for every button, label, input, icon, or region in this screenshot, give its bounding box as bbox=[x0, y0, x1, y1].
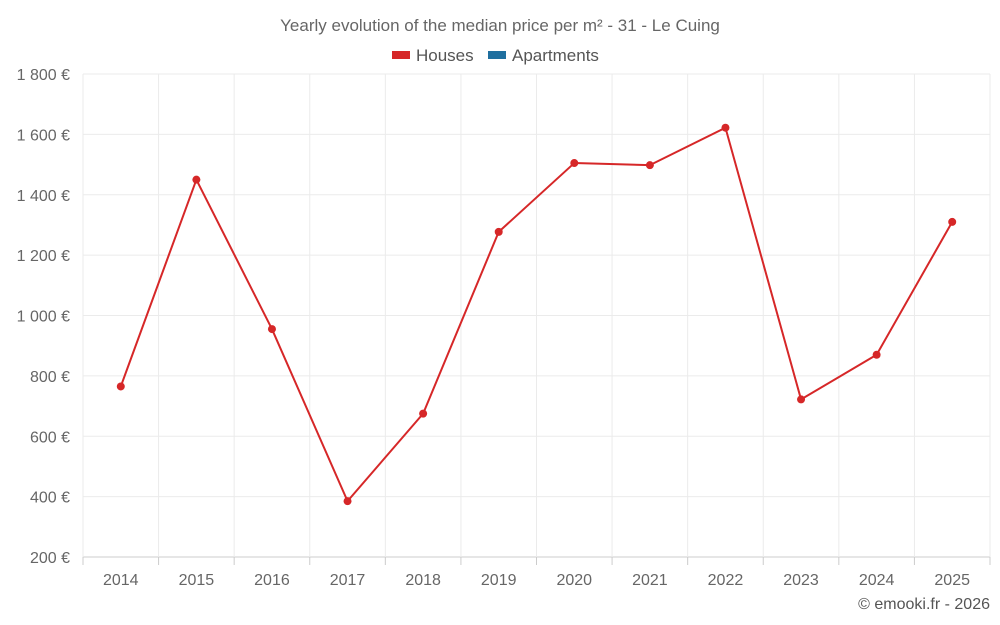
x-tick-label: 2021 bbox=[632, 572, 668, 589]
legend: Houses Apartments bbox=[392, 46, 599, 65]
x-tick-label: 2024 bbox=[859, 572, 895, 589]
x-tick-label: 2015 bbox=[179, 572, 215, 589]
x-tick-label: 2022 bbox=[708, 572, 744, 589]
data-point-houses[interactable] bbox=[948, 217, 957, 226]
data-point-houses[interactable] bbox=[872, 350, 881, 359]
credit-text: © emooki.fr - 2026 bbox=[858, 596, 990, 613]
y-tick-label: 1 400 € bbox=[17, 188, 70, 205]
chart-title: Yearly evolution of the median price per… bbox=[280, 16, 720, 35]
legend-item-houses[interactable]: Houses bbox=[392, 46, 474, 65]
x-tick-label: 2020 bbox=[556, 572, 592, 589]
data-point-houses[interactable] bbox=[192, 175, 201, 184]
y-tick-label: 1 800 € bbox=[17, 67, 70, 84]
x-tick-label: 2023 bbox=[783, 572, 819, 589]
y-tick-label: 1 200 € bbox=[17, 248, 70, 265]
x-tick-label: 2025 bbox=[934, 572, 970, 589]
legend-swatch-apartments bbox=[488, 51, 506, 59]
x-tick-label: 2018 bbox=[405, 572, 441, 589]
series-houses bbox=[116, 123, 957, 506]
data-point-houses[interactable] bbox=[721, 123, 730, 132]
x-axis: 2014 2015 2016 2017 2018 2019 2020 2021 2022 2023… bbox=[82, 557, 991, 589]
legend-swatch-houses bbox=[392, 51, 410, 59]
data-point-houses[interactable] bbox=[267, 325, 276, 334]
y-tick-label: 600 € bbox=[30, 429, 70, 446]
legend-item-apartments[interactable]: Apartments bbox=[488, 46, 599, 65]
y-tick-label: 400 € bbox=[30, 490, 70, 507]
x-tick-label: 2017 bbox=[330, 572, 366, 589]
legend-label-apartments: Apartments bbox=[512, 46, 599, 65]
data-point-houses[interactable] bbox=[419, 409, 428, 418]
y-tick-label: 1 000 € bbox=[17, 309, 70, 326]
x-tick-label: 2019 bbox=[481, 572, 517, 589]
data-point-houses[interactable] bbox=[116, 382, 125, 391]
data-point-houses[interactable] bbox=[570, 159, 579, 168]
data-point-houses[interactable] bbox=[797, 395, 806, 404]
data-point-houses[interactable] bbox=[343, 497, 352, 506]
series-line-houses bbox=[119, 126, 954, 503]
y-tick-label: 800 € bbox=[30, 369, 70, 386]
data-point-houses[interactable] bbox=[645, 161, 654, 170]
y-tick-label: 1 600 € bbox=[17, 127, 70, 144]
x-tick-label: 2016 bbox=[254, 572, 290, 589]
x-tick-label: 2014 bbox=[103, 572, 139, 589]
data-point-houses[interactable] bbox=[494, 227, 503, 236]
y-tick-label: 200 € bbox=[30, 550, 70, 567]
legend-label-houses: Houses bbox=[416, 46, 474, 65]
y-axis: 200 € 400 € 600 € 800 € 1 000 € 1 200 € 1 400 … bbox=[17, 67, 70, 567]
grid bbox=[82, 73, 991, 558]
